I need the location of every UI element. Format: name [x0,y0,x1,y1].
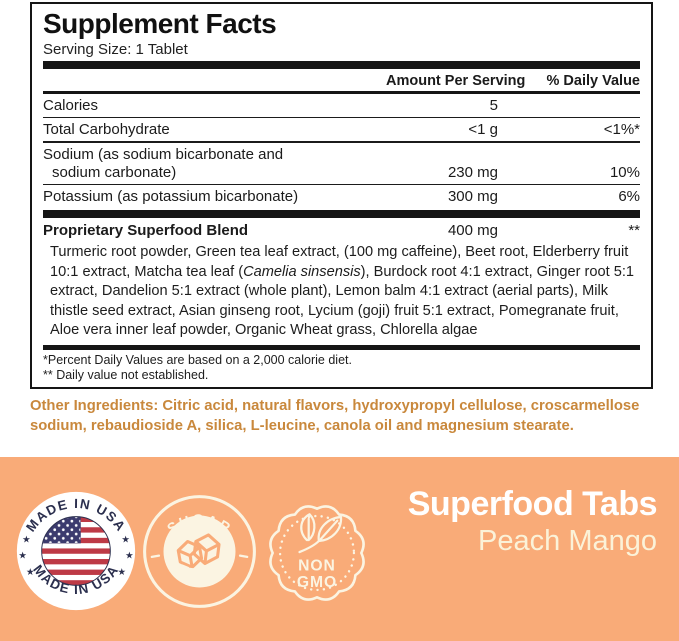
nutrient-name-line1: Sodium (as sodium bicarbonate and [43,146,284,163]
us-flag-icon [41,516,111,586]
table-row-carbohydrate: Total Carbohydrate <1 g <1%* [43,118,640,141]
blend-name: Proprietary Superfood Blend [43,222,249,239]
column-header-amount: Amount Per Serving [386,73,526,89]
gmo-text: GMO [297,574,337,591]
svg-text:★: ★ [26,567,35,578]
nutrient-dv: 10% [609,164,640,181]
supplement-facts-panel: Supplement Facts Serving Size: 1 Tablet … [30,2,653,389]
blend-amount: 400 mg [447,222,498,239]
nutrient-name-line2: sodium carbonate) [52,164,177,181]
non-text: NON [298,558,336,575]
nutrient-dv: 6% [618,188,640,205]
non-gmo-badge-icon: NON GMO [269,505,365,601]
tick-decorations [150,554,249,559]
svg-text:★: ★ [22,534,31,545]
scalloped-border [269,505,365,601]
panel-title: Supplement Facts [43,8,277,39]
divider-medium [43,141,640,143]
blend-dv: ** [628,222,640,239]
divider-thick-bottom [43,344,640,350]
table-row-potassium: Potassium (as potassium bicarbonate) 300… [43,185,640,208]
divider-thick-top [43,61,640,69]
leaf-icon [298,513,343,554]
table-row-proprietary-blend: Proprietary Superfood Blend 400 mg ** [43,218,640,242]
blend-description-species: Camelia sinsensis [243,263,361,280]
divider-thin [43,184,640,185]
svg-text:★: ★ [118,567,127,578]
svg-text:★: ★ [125,551,134,562]
divider-thin [43,117,640,118]
nutrient-name: Potassium (as potassium bicarbonate) [43,188,299,205]
product-name: Superfood Tabs [407,485,658,523]
blend-description-post: ), Burdock root 4:1 extract, Ginger root… [50,263,635,339]
column-header-daily-value: % Daily Value [546,73,641,89]
made-in-usa-badge-icon: MADE IN USA MADE IN USA ★★★ ★★★ [16,491,136,611]
nutrient-dv: <1%* [603,121,640,138]
nutrient-name: Calories [43,97,99,114]
footnotes: *Percent Daily Values are based on a 2,0… [43,353,640,384]
dotted-ring [278,514,356,592]
footnote-not-established: ** Daily value not established. [43,368,209,382]
banner-text-block: Superfood Tabs Peach Mango [407,485,658,559]
nutrient-amount: 5 [489,97,498,114]
brand-banner: MADE IN USA MADE IN USA ★ ★ ★ ★ ★ ★ [0,457,679,641]
product-flavor: Peach Mango [478,525,657,557]
nutrient-amount: 300 mg [447,188,498,205]
svg-text:★: ★ [18,551,27,562]
blend-description-pre: Turmeric root powder, Green tea leaf ext… [50,244,629,280]
nutrient-amount: 230 mg [447,164,498,181]
footnote-daily-values: *Percent Daily Values are based on a 2,0… [43,352,352,367]
nutrient-name: Total Carbohydrate [43,121,170,138]
serving-size: Serving Size: 1 Tablet [43,41,188,58]
table-row-sodium: Sodium (as sodium bicarbonate and sodium… [43,143,640,184]
nutrient-amount: <1 g [468,121,498,138]
star-decorations: ★ ★ ★ ★ ★ ★ [18,534,134,577]
sugar-free-badge-icon: SUGAR FREE [143,495,256,608]
other-ingredients-paragraph: Other Ingredients: Citric acid, natural … [30,398,640,434]
divider-thick-middle [43,210,640,218]
blend-ingredients-paragraph: Turmeric root powder, Green tea leaf ext… [43,242,640,343]
nutrient-name: Sodium (as sodium bicarbonate and sodium… [43,146,386,182]
table-row-calories: Calories 5 [43,94,640,117]
svg-text:★: ★ [121,534,130,545]
sugar-cubes-icon [176,533,221,569]
column-header-row: Amount Per Serving % Daily Value [43,69,640,94]
